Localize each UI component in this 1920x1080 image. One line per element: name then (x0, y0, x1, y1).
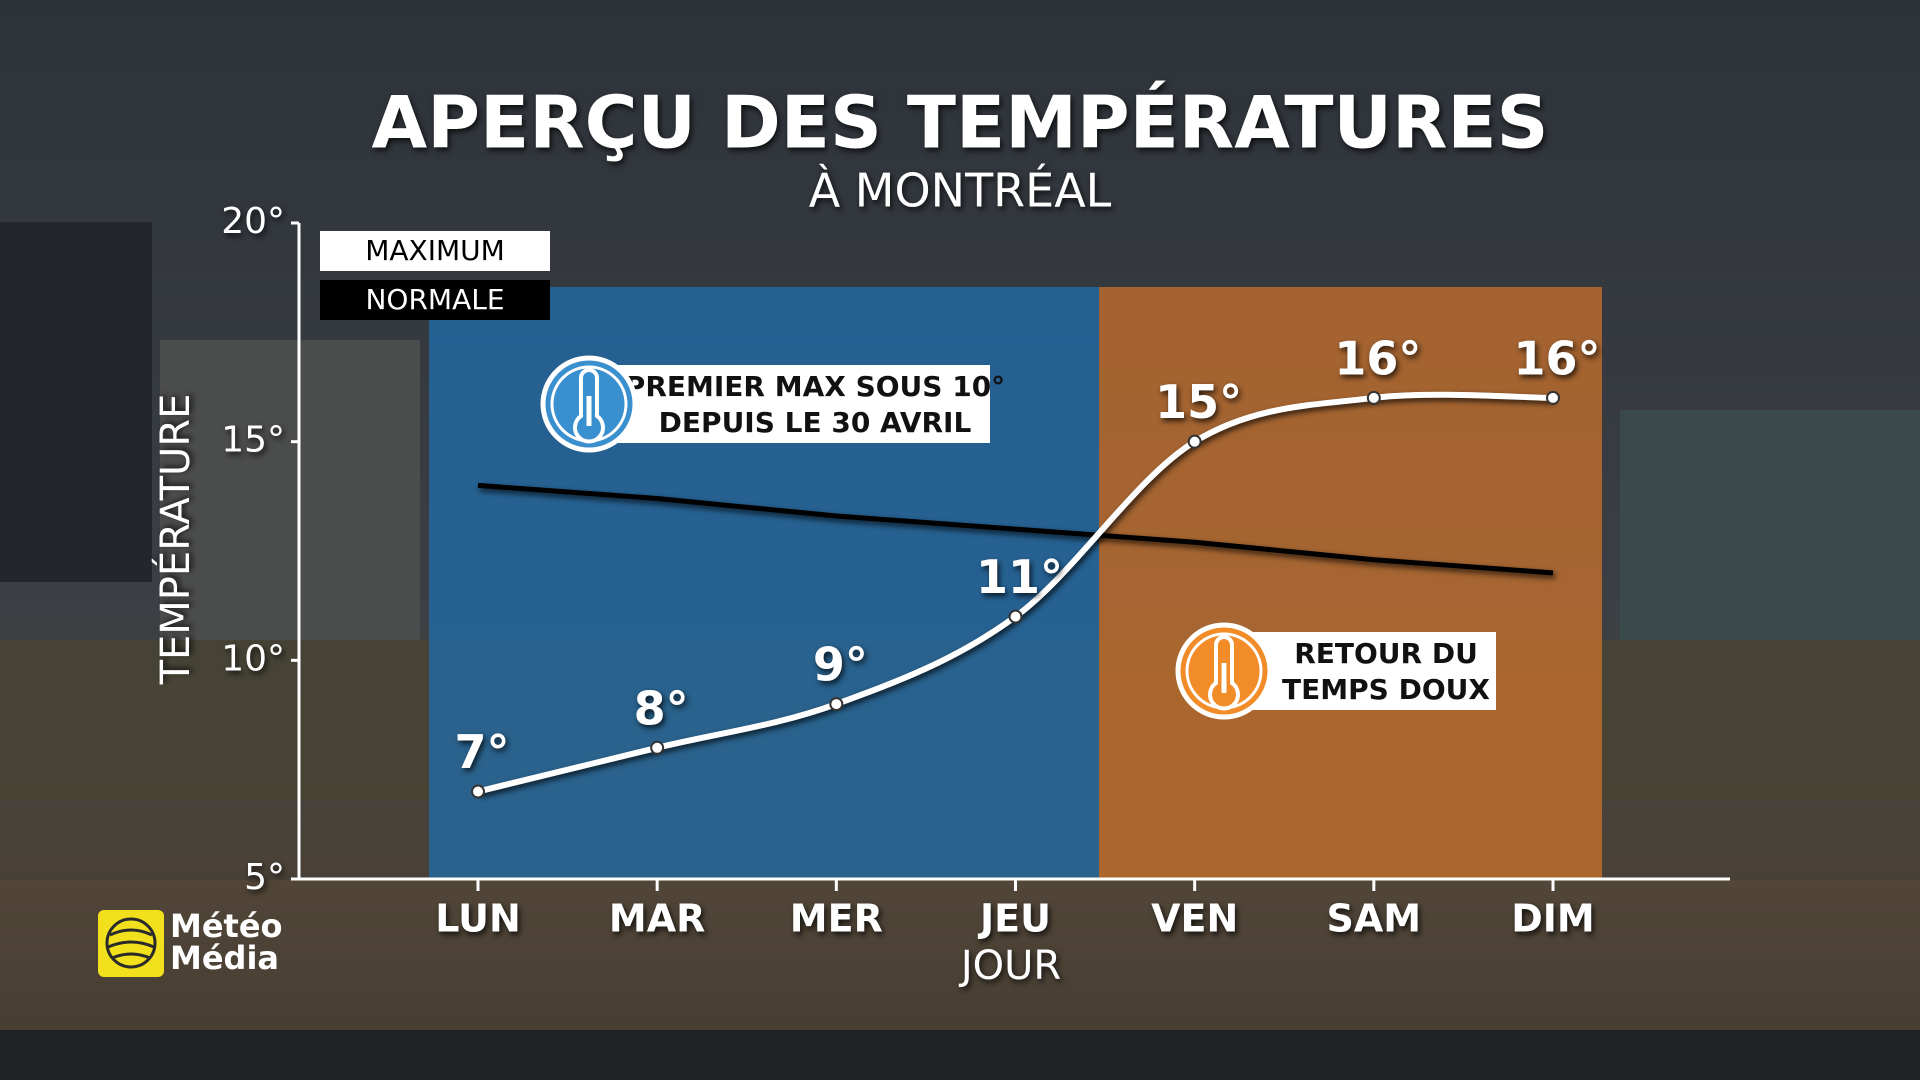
y-tick-label: 20° (221, 201, 285, 242)
x-tick-label: LUN (435, 897, 521, 941)
annotation-text: PREMIER MAX SOUS 10° (625, 370, 1005, 403)
data-point (829, 697, 844, 712)
thermometer (573, 368, 605, 444)
data-label: 16° (1513, 331, 1600, 385)
data-point (1187, 434, 1202, 449)
y-axis-label: TEMPÉRATURE (151, 394, 199, 686)
data-point (650, 740, 665, 755)
annotation: PREMIER MAX SOUS 10°DEPUIS LE 30 AVRIL (540, 355, 1005, 453)
annotation-text: TEMPS DOUX (1282, 673, 1490, 706)
annotation-box (588, 365, 990, 443)
data-point (1008, 609, 1023, 624)
data-label: 16° (1334, 331, 1421, 385)
annotation-text: RETOUR DU (1294, 637, 1478, 670)
x-tick-label: MER (790, 897, 883, 941)
data-label: 15° (1155, 375, 1242, 429)
data-label: 7° (454, 725, 509, 779)
y-tick-label: 15° (221, 420, 285, 461)
series-line (477, 482, 1554, 576)
data-point (1546, 390, 1560, 405)
data-point (471, 784, 485, 799)
legend-swatch (320, 280, 550, 320)
data-label: 8° (634, 681, 689, 735)
legend-label: MAXIMUM (365, 234, 505, 267)
chart-title: APERÇU DES TEMPÉRATURES (372, 81, 1549, 165)
x-tick-label: SAM (1327, 897, 1422, 941)
chart-subtitle: À MONTRÉAL (809, 164, 1112, 218)
y-tick-label: 10° (221, 638, 285, 679)
legend-label: NORMALE (365, 283, 504, 316)
legend-swatch (320, 231, 550, 271)
x-tick-label: JEU (977, 897, 1051, 941)
highlight-zone (1099, 287, 1602, 879)
y-tick-label: 5° (244, 857, 285, 898)
x-axis-label: JOUR (958, 943, 1061, 989)
data-point (1366, 390, 1381, 405)
x-tick-label: VEN (1151, 897, 1238, 941)
thermometer (1208, 635, 1240, 711)
logo-lines (107, 928, 155, 960)
x-tick-label: MAR (609, 897, 705, 941)
data-label: 11° (976, 550, 1063, 604)
data-label: 9° (813, 638, 868, 692)
logo-globe (105, 917, 157, 969)
logo-text: Média (170, 939, 279, 977)
logo: Météo Média (98, 907, 283, 977)
annotation-text: DEPUIS LE 30 AVRIL (659, 406, 972, 439)
x-tick-label: DIM (1511, 897, 1595, 941)
logo-text: Météo (170, 907, 283, 945)
